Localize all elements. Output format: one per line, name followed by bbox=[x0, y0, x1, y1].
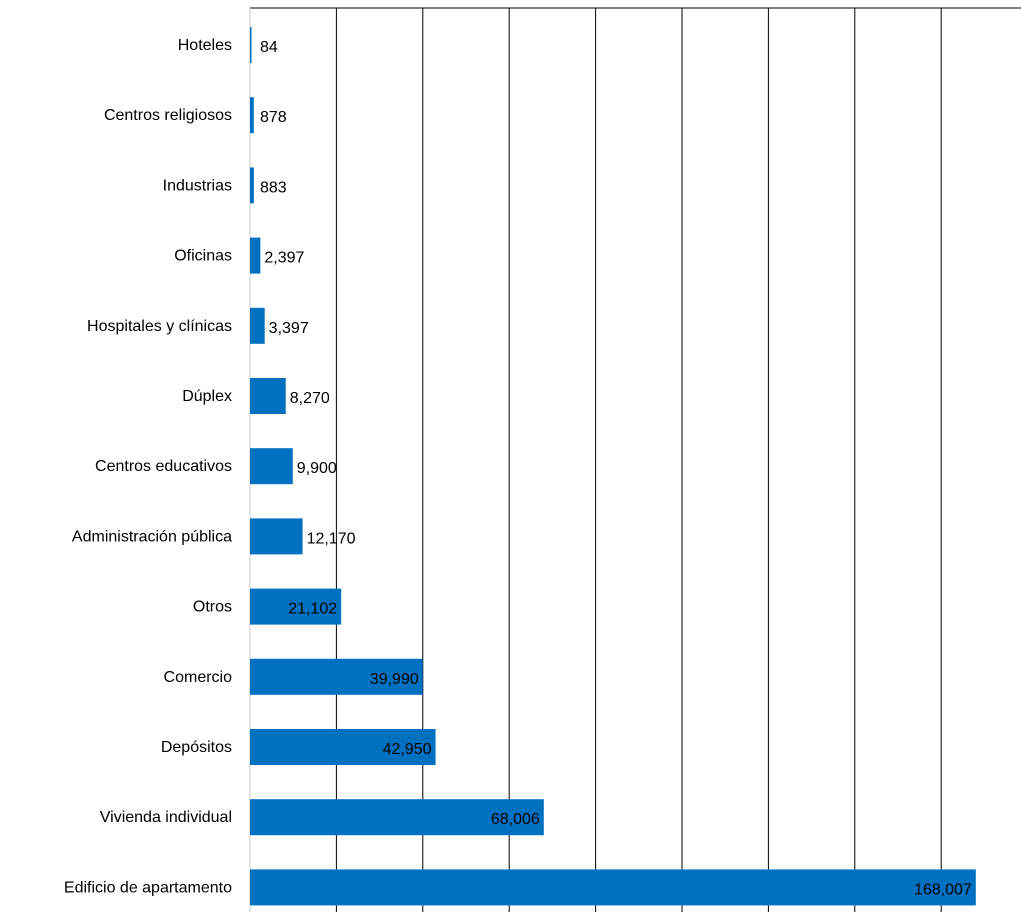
bar bbox=[250, 97, 254, 134]
value-label: 68,006 bbox=[491, 811, 540, 828]
category-label: Industrias bbox=[163, 177, 232, 194]
category-label: Comercio bbox=[164, 669, 233, 686]
category-label: Oficinas bbox=[174, 248, 232, 265]
value-label: 878 bbox=[260, 109, 287, 126]
category-label: Hoteles bbox=[178, 37, 232, 54]
value-label: 883 bbox=[260, 179, 287, 196]
value-label: 21,102 bbox=[288, 601, 337, 618]
bar bbox=[250, 869, 976, 906]
bar bbox=[250, 167, 254, 204]
bar bbox=[250, 658, 423, 695]
bar bbox=[250, 27, 252, 63]
category-label: Centros educativos bbox=[95, 458, 232, 475]
bar bbox=[250, 729, 436, 765]
value-label: 8,270 bbox=[290, 390, 330, 407]
bar bbox=[250, 588, 342, 625]
value-label: 2,397 bbox=[264, 250, 304, 267]
bar bbox=[250, 448, 293, 485]
bar bbox=[250, 518, 303, 555]
value-label: 39,990 bbox=[370, 671, 419, 688]
category-label: Hospitales y clínicas bbox=[87, 318, 232, 335]
value-label: 12,170 bbox=[307, 530, 356, 547]
category-label: Otros bbox=[193, 599, 232, 616]
bar bbox=[250, 799, 544, 836]
value-label: 84 bbox=[260, 39, 278, 56]
bar bbox=[250, 378, 286, 414]
value-label: 3,397 bbox=[269, 320, 309, 337]
bar bbox=[250, 237, 261, 274]
value-label: 42,950 bbox=[383, 741, 432, 758]
category-label: Vivienda individual bbox=[100, 809, 232, 826]
category-label: Dúplex bbox=[182, 388, 232, 405]
value-label: 168,007 bbox=[914, 881, 972, 898]
category-label: Depósitos bbox=[161, 739, 232, 756]
category-label: Administración pública bbox=[72, 528, 232, 545]
category-label: Centros religiosos bbox=[104, 107, 232, 124]
category-label: Edificio de apartamento bbox=[64, 879, 232, 896]
value-label: 9,900 bbox=[297, 460, 337, 477]
bar bbox=[250, 307, 265, 344]
